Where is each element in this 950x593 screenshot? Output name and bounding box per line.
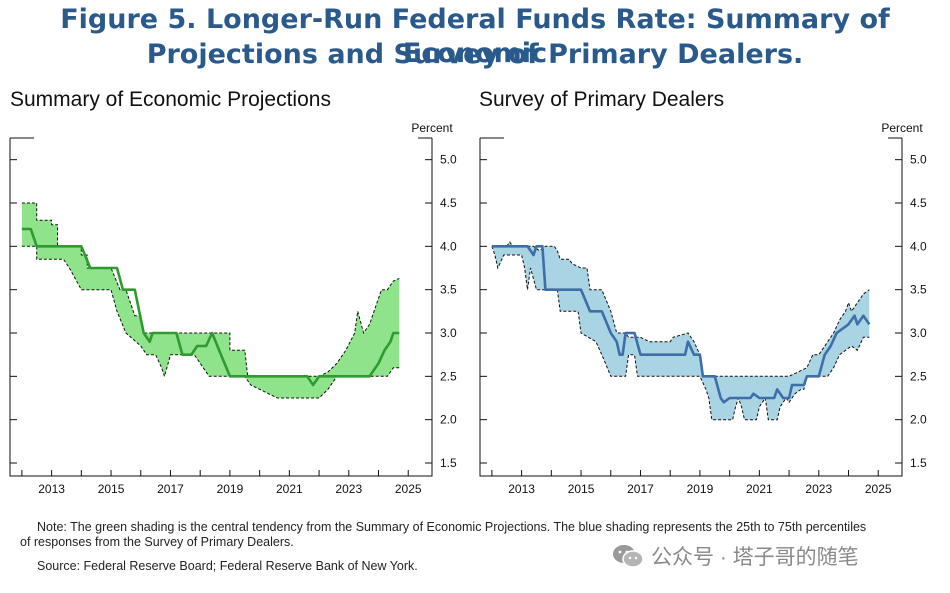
- sep-xtick-label: 2019: [217, 482, 244, 496]
- figure-notes: Note: The green shading is the central t…: [20, 520, 870, 574]
- sep-xtick-label: 2013: [38, 482, 65, 496]
- sep-xtick-label: 2021: [276, 482, 303, 496]
- watermark: 公众号 · 塔子哥的随笔: [612, 541, 859, 571]
- dealers-xtick-label: 2019: [687, 482, 714, 496]
- sep-xtick-label: 2025: [395, 482, 422, 496]
- dealers-unit-label: Percent: [881, 121, 923, 135]
- dealers-ytick-label: 2.5: [910, 369, 927, 383]
- dealers-xtick-label: 2017: [627, 482, 654, 496]
- figure-title-line-1: Figure 5. Longer-Run Federal Funds Rate:…: [60, 4, 890, 69]
- dealers-xtick-label: 2023: [805, 482, 832, 496]
- note-text: Note: The green shading is the central t…: [20, 520, 867, 549]
- dealers-frame: [479, 138, 903, 477]
- sep-unit-label: Percent: [411, 121, 453, 135]
- sep-median-line: [21, 227, 400, 387]
- dealers-ytick-label: 1.5: [910, 456, 927, 470]
- sep-upper-bound-line: [21, 202, 400, 377]
- dealers-xtick-label: 2015: [568, 482, 595, 496]
- dealers-ytick-label: 5.0: [910, 153, 927, 167]
- sep-ytick-label: 3.5: [440, 283, 457, 297]
- dealers-ytick-label: 3.5: [910, 283, 927, 297]
- sep-ytick-label: 2.0: [440, 413, 457, 427]
- sep-band-fill: [21, 203, 400, 398]
- dealers-chart: Percent 1.5 2.0 2.5 3.0 3.5 4.0 4.5 5.0 2013 2015 2…: [479, 121, 927, 496]
- dealers-xtick-label: 2025: [865, 482, 892, 496]
- sep-chart-title: Summary of Economic Projections: [10, 88, 331, 111]
- watermark-text: 公众号 · 塔子哥的随笔: [651, 546, 859, 569]
- sep-ytick-label: 4.0: [440, 239, 457, 253]
- source-text: Source: Federal Reserve Board; Federal R…: [37, 559, 418, 573]
- dealers-median-line: [491, 245, 871, 404]
- sep-xtick-label: 2017: [157, 482, 184, 496]
- sep-ytick-label: 1.5: [440, 456, 457, 470]
- sep-xtick-label: 2015: [98, 482, 125, 496]
- dealers-xtick-label: 2021: [746, 482, 773, 496]
- dealers-chart-title: Survey of Primary Dealers: [479, 88, 725, 111]
- sep-ytick-label: 5.0: [440, 153, 457, 167]
- sep-frame: [9, 138, 433, 477]
- sep-lower-bound-line: [21, 245, 400, 399]
- dealers-ytick-label: 4.0: [910, 239, 927, 253]
- dealers-xtick-label: 2013: [508, 482, 535, 496]
- figure-title-line-2: Projections and Survey of Primary Dealer…: [146, 39, 804, 70]
- dealers-upper-bound-line: [491, 241, 870, 377]
- sep-ytick-label: 3.0: [440, 326, 457, 340]
- sep-chart: Percent 1.5 2.0 2.5 3.0 3.5 4.0 4.5 5.0 2013 2015 2…: [9, 121, 457, 496]
- dealers-ytick-label: 2.0: [910, 413, 927, 427]
- wechat-icon: [613, 545, 644, 568]
- sep-xtick-label: 2023: [335, 482, 362, 496]
- dealers-band-fill: [491, 242, 870, 420]
- dealers-ytick-label: 3.0: [910, 326, 927, 340]
- sep-ytick-label: 4.5: [440, 196, 457, 210]
- dealers-ytick-label: 4.5: [910, 196, 927, 210]
- sep-ytick-label: 2.5: [440, 369, 457, 383]
